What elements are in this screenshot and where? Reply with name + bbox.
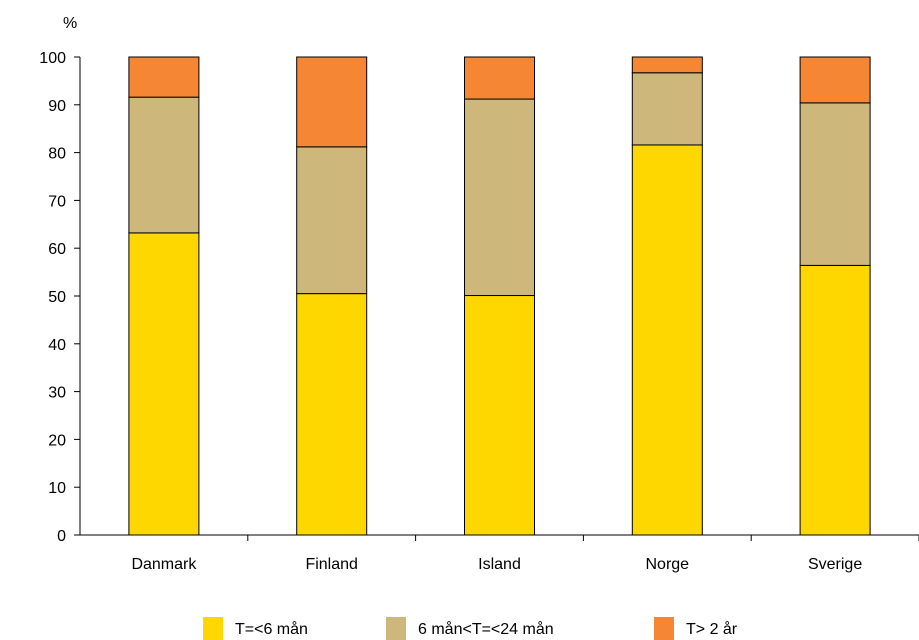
y-tick-label: 70 [48,193,66,210]
legend-label: T> 2 år [686,620,738,638]
y-tick-label: 80 [48,146,66,163]
bar-segment [799,102,871,266]
y-tick-label: 40 [48,337,66,354]
legend: T=<6 mån 6 mån<T=<24 mån T> 2 år [203,617,738,640]
legend-swatch [654,617,674,640]
x-tick-label: Danmark [131,556,197,573]
y-tick-label: 20 [48,432,66,449]
y-axis-label: % [63,15,77,32]
bar-segment [464,56,535,100]
y-tick-label: 90 [48,98,66,115]
y-tick-label: 0 [57,528,66,545]
bars [128,56,871,536]
bar-segment [296,146,368,295]
bar-segment [631,56,703,74]
legend-label: T=<6 mån [235,620,308,638]
bar-segment [799,264,871,536]
legend-label: 6 mån<T=<24 mån [418,620,554,638]
x-axis-ticks: Danmark Finland Island Norge Sverige [131,535,919,573]
y-tick-label: 100 [39,50,66,67]
bar-segment [128,56,200,98]
bar-segment [464,295,535,536]
x-tick-label: Sverige [808,556,862,573]
legend-swatch [203,617,223,640]
bar-segment [631,144,703,536]
y-axis-ticks: 0 10 20 30 40 50 60 70 80 90 100 [39,50,80,545]
bar-segment [464,98,535,297]
x-tick-label: Finland [305,556,357,573]
bar-segment [799,56,871,104]
y-tick-label: 60 [48,241,66,258]
bar-segment [296,56,368,148]
y-tick-label: 30 [48,385,66,402]
bar-segment [631,72,703,146]
bar-segment [128,232,200,536]
y-tick-label: 10 [48,480,66,497]
legend-swatch [386,617,406,640]
bar-segment [128,96,200,234]
x-tick-label: Norge [646,556,690,573]
x-tick-label: Island [478,556,521,573]
bar-segment [296,293,368,536]
y-tick-label: 50 [48,289,66,306]
